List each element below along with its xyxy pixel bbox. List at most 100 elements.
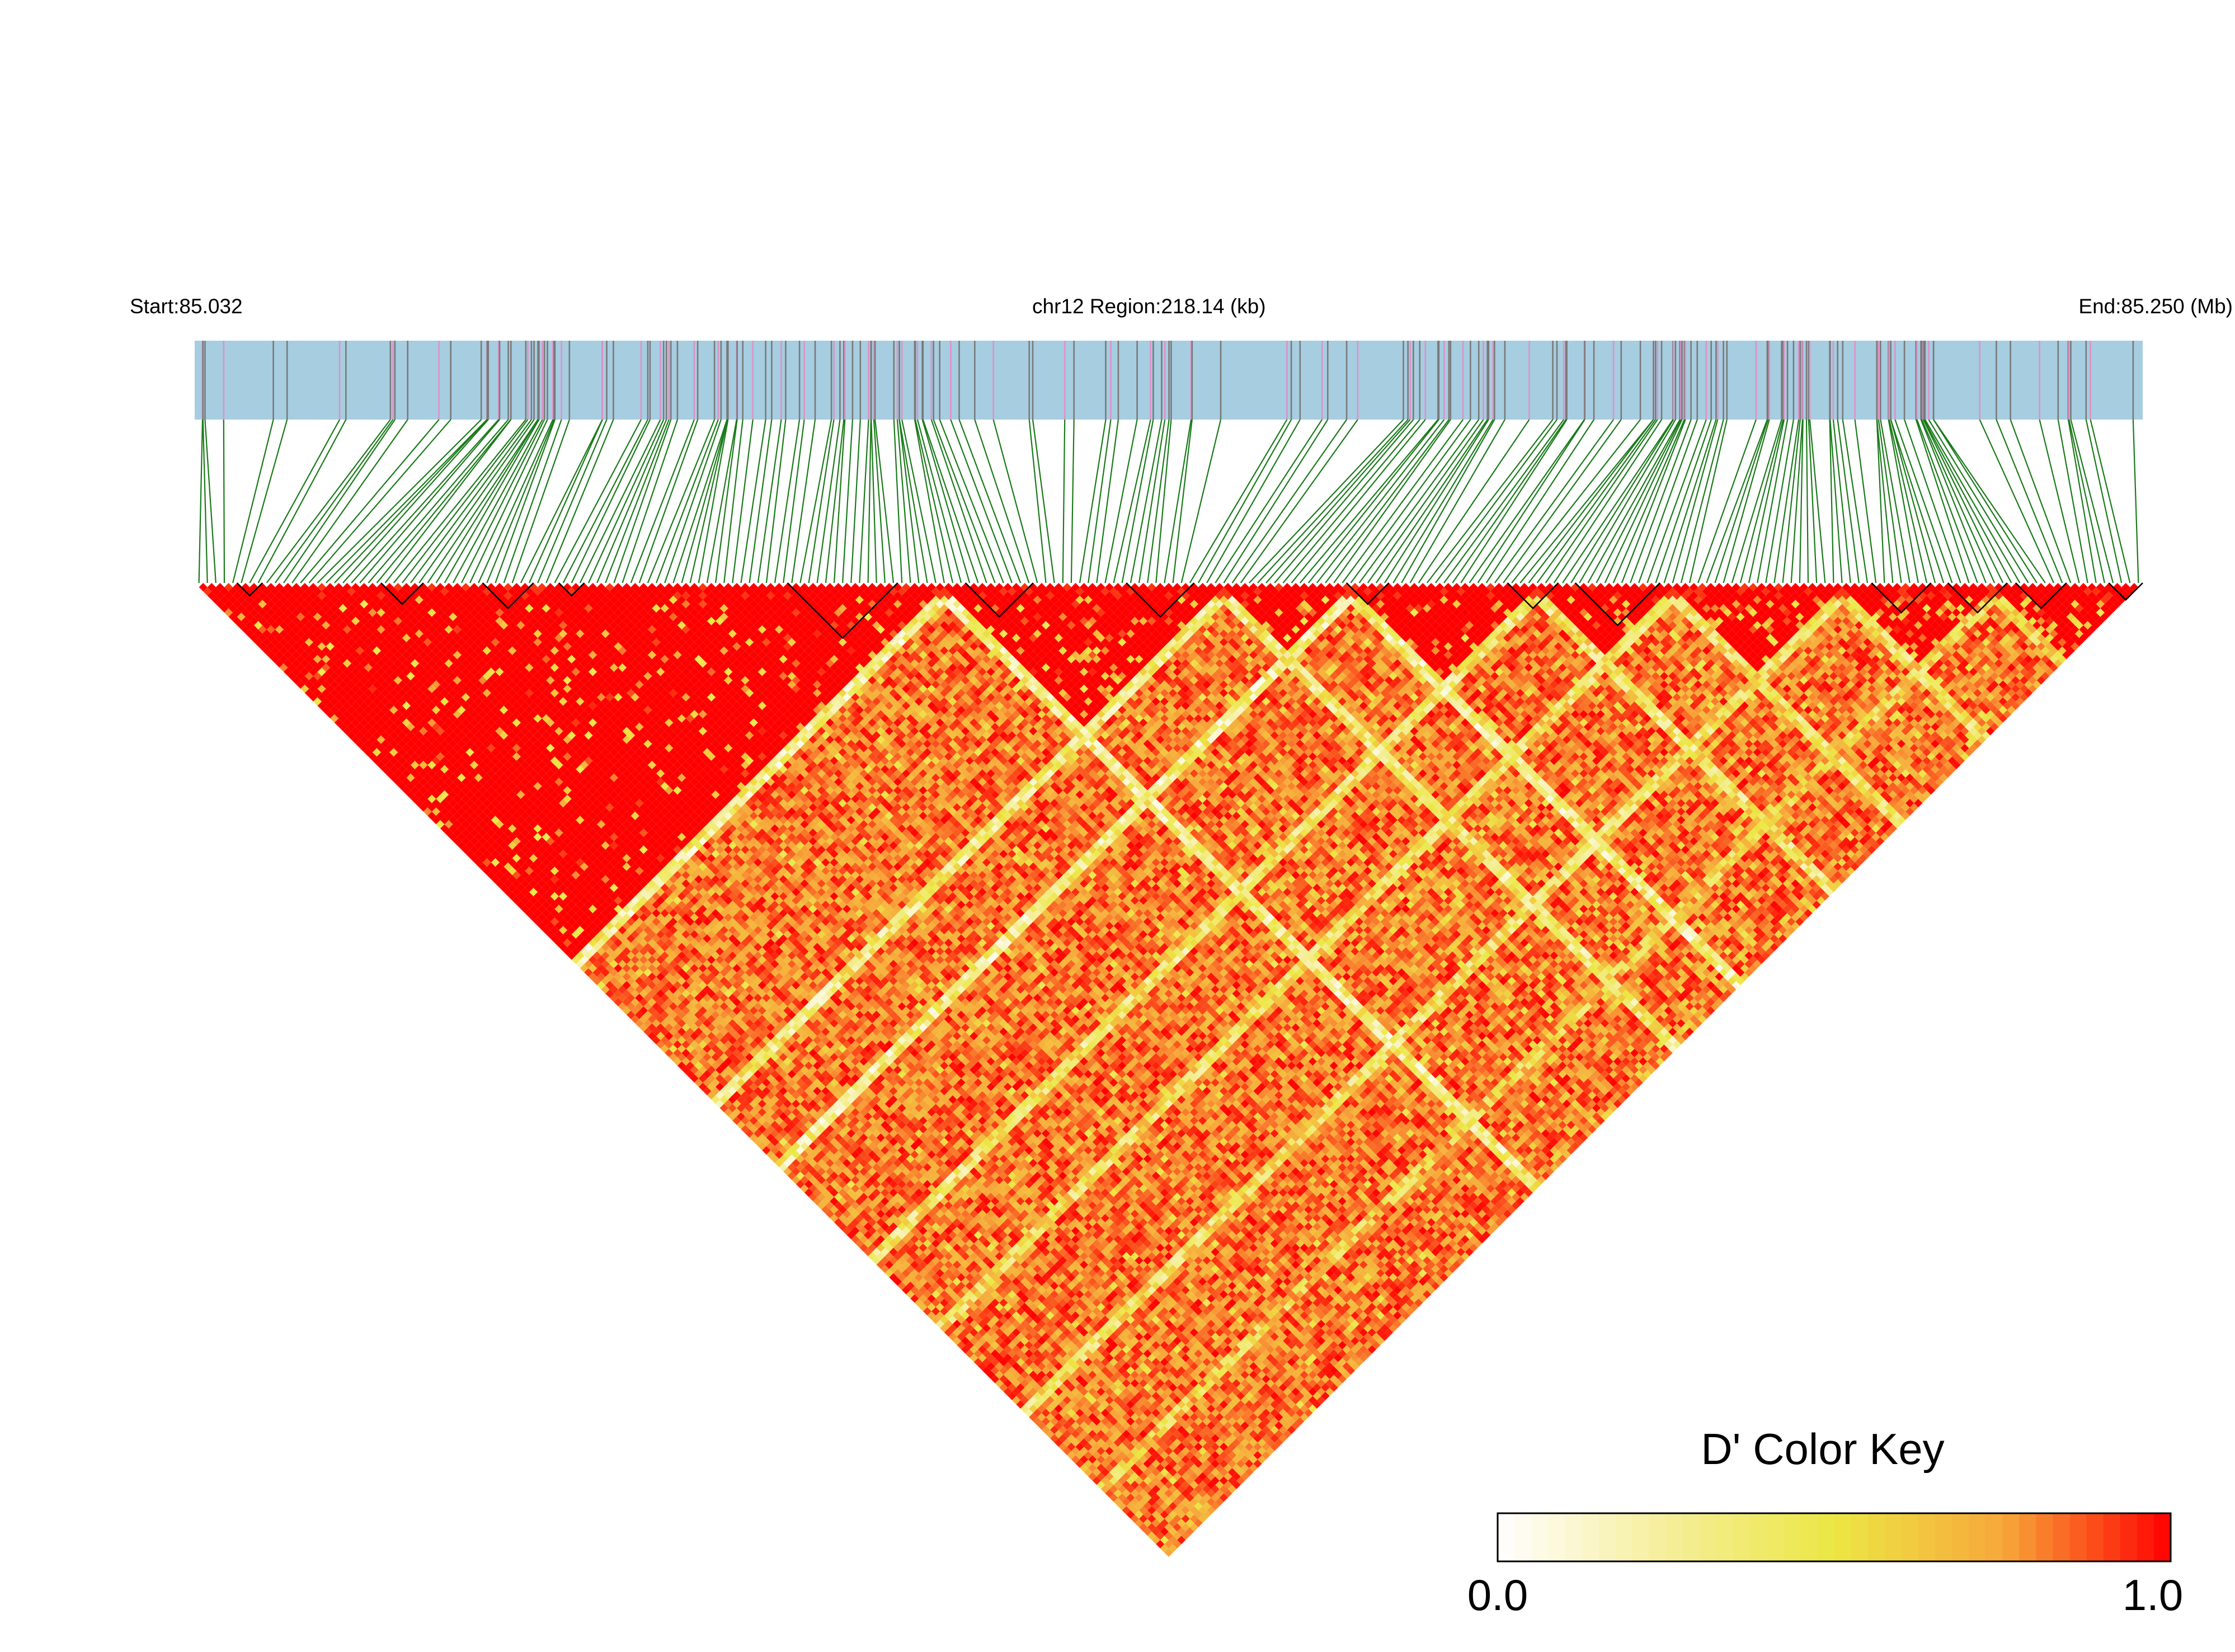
ld-cell [910,1294,919,1303]
ld-cell [830,1213,839,1222]
snp-connector [1384,419,1489,583]
ld-cell [571,956,580,964]
snp-connector [1782,419,1801,583]
ld-cell [478,862,487,871]
snp-connector [469,419,548,583]
ld-cell [757,1142,766,1151]
snp-connector [1773,419,1800,583]
ld-cell [330,705,339,714]
ld-cell [1008,1391,1017,1400]
snp-connector [1933,419,2038,583]
snp-connector [1249,419,1404,583]
snp-connector [1888,419,1928,583]
ld-cell [508,883,517,892]
ld-cell [669,1053,677,1062]
ld-cell [609,994,618,1003]
snp-connector [1739,419,1784,583]
ld-cell [245,629,254,638]
snp-connector [2039,419,2080,583]
ld-cell [381,756,390,765]
snp-connector [2010,419,2072,583]
snp-connector [1888,419,1919,583]
snp-connector [647,419,716,583]
ld-cell [279,655,288,663]
snp-connector [1596,419,1682,583]
ld-cell [377,760,385,770]
snp-connector [1748,419,1785,583]
ld-cell [694,1078,703,1087]
ld-cell [1033,1417,1042,1426]
ld-cell [817,1201,826,1210]
ld-cell [292,676,301,685]
ld-cell [284,659,293,668]
ld-cell [1126,1510,1135,1519]
snp-connector [249,419,341,583]
snp-connector [1924,419,2021,583]
ld-cell [884,1269,893,1278]
ld-cell [1084,1468,1093,1477]
ld-cell [254,638,263,647]
ld-cell [961,1345,970,1354]
ld-cell [605,989,614,998]
snp-connector [915,419,954,583]
snp-connector [757,419,782,583]
ld-cell [639,1023,648,1032]
ld-cell [1100,1485,1109,1494]
ld-cell [411,786,420,795]
ld-cell [508,892,517,901]
ld-cell [1160,1544,1169,1553]
snp-connector [1231,419,1348,583]
ld-cell [215,591,224,600]
ld-cell [199,583,208,592]
ld-cell [364,740,373,749]
snp-connector [1890,419,1936,583]
ld-cell [957,1341,966,1350]
snp-connector [1697,419,1757,583]
ld-cell [813,1197,822,1206]
ld-cell [279,663,288,672]
ld-cell [495,879,504,888]
ld-cell [237,621,246,630]
snp-connector [241,419,288,583]
ld-cell [592,977,601,986]
ld-cell [703,1086,712,1095]
snp-connector [1757,419,1789,583]
snp-connector [842,419,853,583]
snp-connector [1392,419,1494,583]
ld-cell [1054,1438,1063,1447]
ld-cell [326,701,335,710]
ld-cell [275,659,284,668]
ld-cell [224,600,233,609]
snp-connector [1829,419,1834,583]
snp-connector [1808,419,1818,583]
ld-cell [368,752,377,761]
ld-cell [1046,1429,1055,1439]
ld-cell [935,1320,944,1329]
ld-cell [385,769,394,778]
snp-connector [871,419,877,583]
ld-cell [914,1298,923,1307]
ld-cell [589,972,597,981]
snp-connector [1435,419,1558,583]
ld-cell [529,913,538,922]
ld-cell [906,1290,915,1299]
ld-cell [411,794,420,803]
snp-connector [1638,419,1698,583]
ld-cell [1024,1409,1033,1418]
snp-connector [1401,419,1495,583]
ld-cell [546,930,555,939]
ld-cell [787,1171,796,1180]
ld-cell [487,862,496,871]
ld-cell [567,951,576,960]
ld-cell [406,782,415,790]
snp-connector [783,419,805,583]
snp-connector [503,419,562,583]
ld-cell [461,845,470,854]
snp-connector [266,419,391,583]
ld-cell [360,743,369,752]
ld-cell [660,1044,669,1053]
ld-cell [453,837,462,846]
ld-cell [504,888,512,897]
ld-cell [973,1358,982,1367]
ld-cell [220,595,229,604]
